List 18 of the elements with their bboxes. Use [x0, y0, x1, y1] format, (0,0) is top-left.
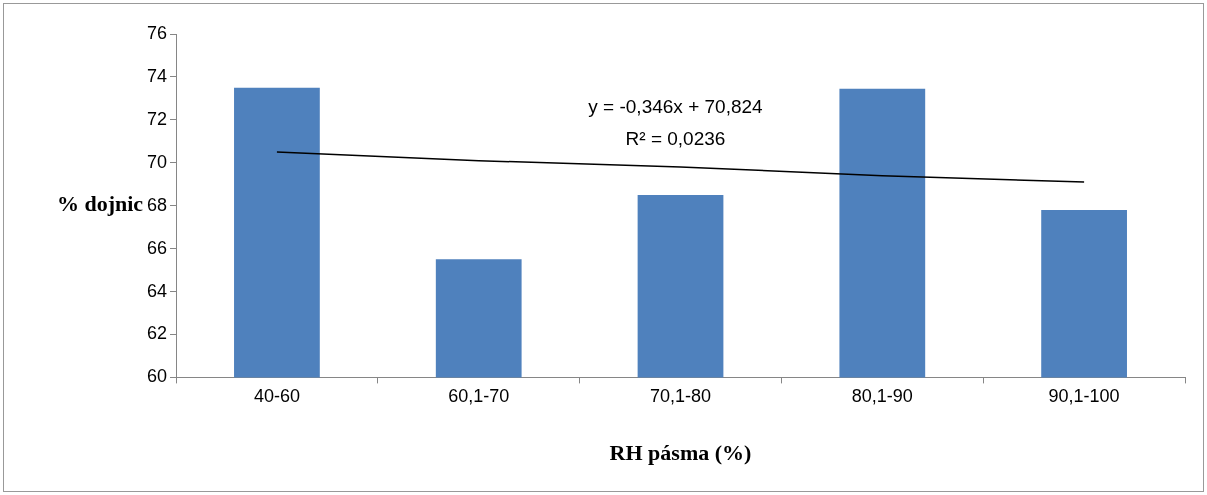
- y-tick-label: 74: [146, 65, 168, 86]
- x-tick-label: 60,1-70: [448, 386, 510, 407]
- y-axis-title: % dojnic: [56, 191, 144, 217]
- y-tick-label: 66: [146, 237, 168, 258]
- y-tick-label: 62: [146, 323, 168, 344]
- annotation: y = -0,346x + 70,824: [588, 96, 764, 118]
- y-tick-label: 60: [146, 366, 168, 387]
- x-tick-label: 80,1-90: [851, 386, 913, 407]
- y-tick-label: 64: [146, 280, 168, 301]
- y-tick-label: 70: [146, 151, 168, 172]
- annotation: R² = 0,0236: [625, 128, 726, 150]
- y-tick-label: 68: [146, 194, 168, 215]
- x-tick-label: 70,1-80: [649, 386, 712, 407]
- x-tick-label: 90,1-100: [1048, 386, 1120, 407]
- x-axis-title: RH pásma (%): [609, 440, 752, 466]
- y-tick-label: 76: [146, 22, 168, 43]
- x-tick-label: 40-60: [253, 386, 300, 407]
- y-tick-label: 72: [146, 108, 168, 129]
